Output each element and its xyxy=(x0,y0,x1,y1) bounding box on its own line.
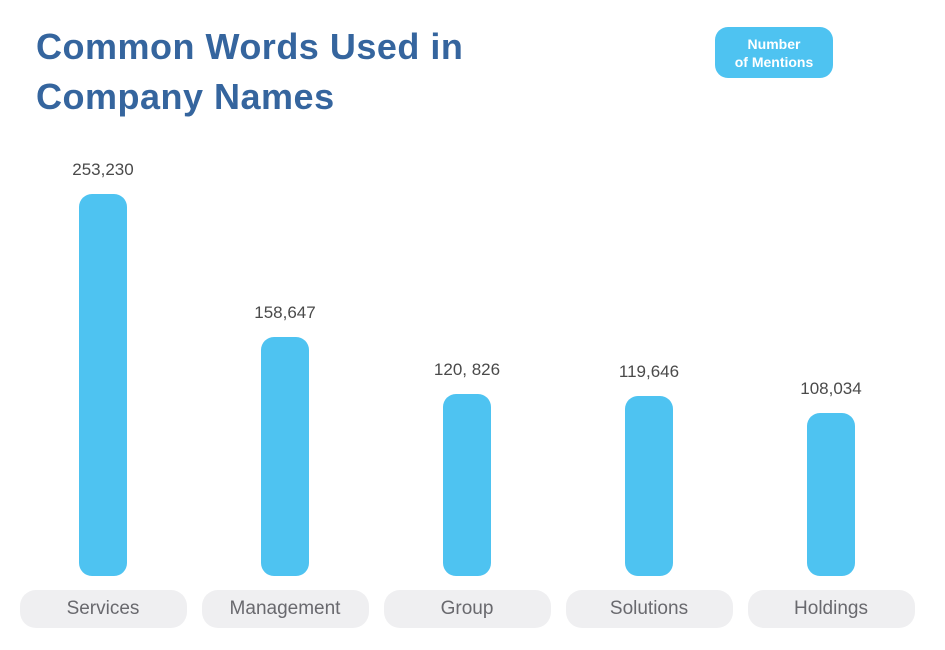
category-pill-services: Services xyxy=(19,590,187,628)
chart-title: Common Words Used in Company Names xyxy=(36,26,464,117)
bar-value-label: 119,646 xyxy=(618,362,680,381)
bar-column-solutions: 119,646 Solutions xyxy=(558,140,740,628)
bar-chart: 253,230 Services 158,647 Management 120,… xyxy=(12,140,922,628)
category-pill-holdings: Holdings xyxy=(747,590,915,628)
bar-solutions xyxy=(625,396,673,576)
bar-holdings xyxy=(807,413,855,576)
category-label: Solutions xyxy=(609,598,689,619)
bar-column-management: 158,647 Management xyxy=(194,140,376,628)
bar-column-group: 120, 826 Group xyxy=(376,140,558,628)
legend-badge: Number of Mentions xyxy=(715,27,833,78)
category-pill-management: Management xyxy=(201,590,369,628)
category-pill-group: Group xyxy=(383,590,551,628)
category-pill-solutions: Solutions xyxy=(565,590,733,628)
legend-badge-line1: Number xyxy=(747,35,801,52)
legend-badge-line2: of Mentions xyxy=(734,53,814,70)
bar-value-label: 158,647 xyxy=(254,303,316,322)
bar-group xyxy=(443,394,491,576)
bar-services xyxy=(79,194,127,576)
category-label: Services xyxy=(66,598,140,619)
bar-column-holdings: 108,034 Holdings xyxy=(740,140,922,628)
bar-management xyxy=(261,337,309,576)
category-label: Holdings xyxy=(794,598,868,619)
category-label: Group xyxy=(440,598,494,619)
bar-column-services: 253,230 Services xyxy=(12,140,194,628)
bar-value-label: 108,034 xyxy=(800,379,862,398)
category-label: Management xyxy=(229,598,341,619)
bar-value-label: 120, 826 xyxy=(433,360,501,379)
bar-value-label: 253,230 xyxy=(72,160,134,179)
